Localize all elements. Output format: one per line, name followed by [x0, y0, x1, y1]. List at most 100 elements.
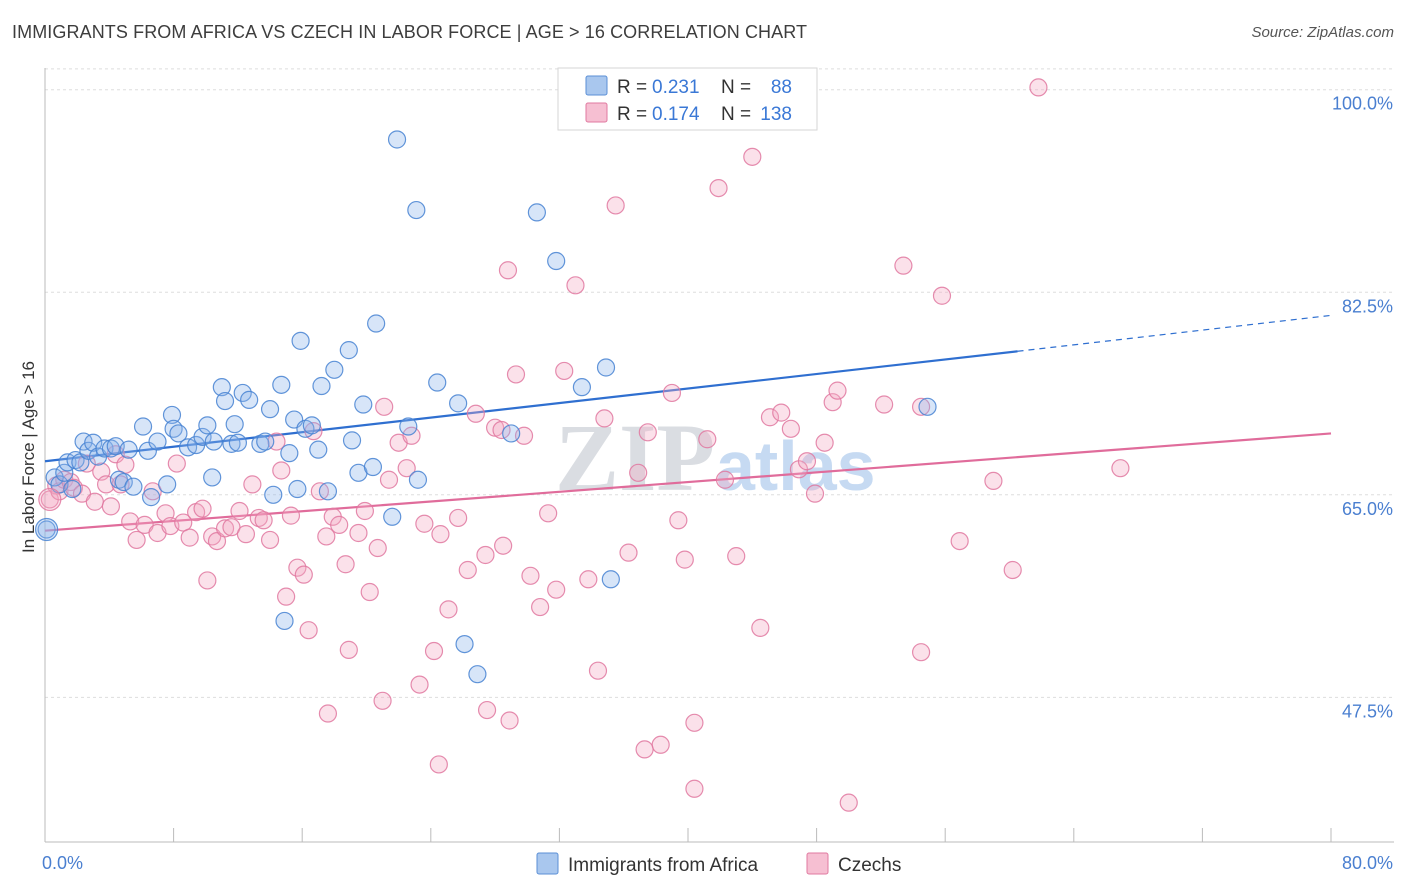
point-africa: [212, 378, 231, 397]
point-czechs: [230, 501, 249, 521]
y-tick-label: 47.5%: [1342, 701, 1393, 721]
point-czechs: [127, 530, 146, 550]
point-czechs: [579, 570, 598, 589]
bottom-legend-swatch-czechs: [806, 852, 829, 875]
point-czechs: [685, 713, 704, 732]
legend-n-value-africa: 88: [771, 77, 792, 98]
point-africa: [63, 479, 82, 499]
point-africa: [383, 507, 402, 526]
legend-r-label: R =: [617, 104, 647, 125]
point-africa: [468, 665, 487, 684]
point-africa: [601, 570, 620, 589]
point-czechs: [606, 196, 625, 215]
point-czechs: [751, 618, 770, 637]
bottom-legend-swatch-africa: [536, 852, 559, 875]
point-czechs: [167, 454, 186, 473]
point-czechs: [466, 404, 485, 423]
y-tick-label: 65.0%: [1342, 499, 1393, 519]
point-czechs: [458, 560, 477, 580]
point-czechs: [243, 475, 262, 494]
point-czechs: [875, 395, 894, 414]
point-africa: [114, 472, 133, 492]
point-africa: [354, 395, 373, 414]
point-czechs: [101, 497, 121, 516]
point-czechs: [781, 419, 800, 438]
trend-lines: [44, 314, 1332, 532]
point-africa: [95, 439, 114, 458]
point-africa: [264, 485, 283, 504]
point-czechs: [368, 538, 387, 558]
point-czechs: [339, 640, 358, 659]
point-czechs: [760, 408, 780, 427]
bottom-legend: Immigrants from Africa Czechs: [536, 852, 901, 876]
point-czechs: [1003, 560, 1022, 580]
point-czechs: [72, 484, 92, 503]
point-africa: [84, 433, 103, 452]
point-africa: [455, 634, 474, 654]
point-czechs: [431, 525, 450, 544]
point-africa: [222, 434, 241, 453]
point-africa: [596, 358, 616, 377]
point-africa: [325, 360, 344, 379]
point-czechs: [547, 580, 566, 599]
point-czechs: [288, 558, 307, 577]
watermark-zip: ZIP: [555, 404, 715, 511]
point-africa: [256, 432, 275, 451]
point-africa: [387, 130, 407, 149]
point-africa: [312, 376, 331, 396]
point-czechs: [588, 661, 608, 680]
point-czechs: [772, 403, 791, 422]
point-czechs: [349, 523, 368, 543]
point-africa: [572, 378, 592, 397]
point-africa: [124, 477, 143, 496]
point-czechs: [116, 455, 135, 474]
x-tick-label-max: 80.0%: [1342, 853, 1393, 873]
point-africa: [133, 417, 153, 436]
point-africa: [35, 517, 59, 542]
point-czechs: [539, 504, 558, 523]
point-africa: [339, 341, 358, 360]
point-africa: [428, 373, 447, 392]
legend-n-label: N =: [721, 104, 751, 125]
point-czechs: [506, 365, 526, 384]
point-czechs: [299, 621, 318, 640]
point-czechs: [222, 518, 241, 537]
point-czechs: [839, 793, 858, 812]
point-czechs: [318, 704, 338, 723]
point-africa: [101, 439, 121, 458]
point-czechs: [174, 513, 193, 532]
point-czechs: [379, 470, 399, 489]
point-czechs: [373, 691, 392, 710]
point-africa: [502, 424, 521, 443]
point-czechs: [439, 600, 458, 619]
point-africa: [55, 463, 74, 482]
point-czechs: [38, 487, 62, 512]
point-czechs: [424, 641, 444, 661]
point-africa: [37, 520, 56, 539]
point-africa: [527, 203, 546, 222]
legend-r-label: R =: [617, 77, 647, 98]
point-czechs: [555, 361, 574, 381]
point-czechs: [797, 452, 817, 471]
trend-line-africa: [44, 350, 1018, 463]
point-africa: [272, 375, 291, 394]
point-czechs: [727, 547, 746, 566]
point-czechs: [375, 397, 394, 416]
bottom-legend-label-czechs: Czechs: [838, 855, 901, 876]
point-czechs: [121, 512, 140, 531]
watermark: ZIP atlas: [555, 404, 876, 511]
point-czechs: [685, 779, 704, 798]
point-africa: [318, 482, 338, 501]
point-africa: [280, 444, 299, 463]
point-czechs: [410, 675, 429, 694]
point-czechs: [415, 514, 434, 533]
point-czechs: [236, 525, 256, 544]
point-czechs: [531, 597, 550, 617]
point-africa: [169, 424, 188, 443]
point-czechs: [651, 735, 670, 754]
point-czechs: [1111, 459, 1130, 478]
point-africa: [240, 390, 259, 409]
point-czechs: [823, 393, 842, 412]
y-axis-label: In Labor Force | Age > 16: [19, 361, 38, 553]
